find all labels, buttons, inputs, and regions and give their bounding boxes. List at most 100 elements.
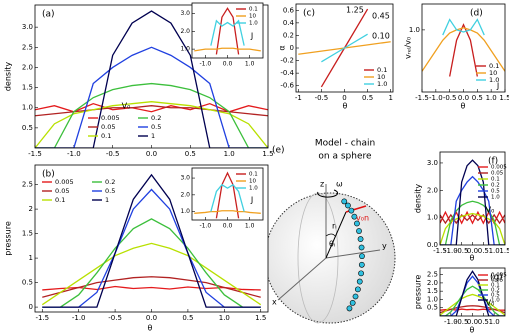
- y-tick-label: 1.0: [409, 26, 420, 34]
- legend-label: 10: [377, 73, 385, 81]
- x-axis: [277, 257, 327, 301]
- bead: [359, 253, 365, 260]
- x-tick-label: 1.0: [219, 314, 230, 322]
- x-tick-label: 1.0: [245, 61, 255, 68]
- y-axis-label: pressure: [4, 221, 13, 256]
- legend-title: V₀: [486, 206, 495, 215]
- legend-label: 0.1: [377, 66, 387, 74]
- series-group: [440, 159, 505, 245]
- y-tick-label: 3.0: [22, 23, 33, 31]
- bead: [349, 300, 356, 306]
- legend-title: V₀: [486, 299, 495, 308]
- x-tick-label: -1.5: [415, 94, 429, 102]
- plot-frame: [421, 3, 506, 93]
- legend-label: 10: [489, 69, 497, 77]
- x-axis-label: θ: [148, 324, 153, 333]
- legend-label: 0.5: [491, 293, 500, 299]
- data-line: [422, 27, 505, 72]
- x-tick-label: 0: [342, 94, 346, 102]
- data-line: [35, 46, 268, 148]
- x-tick-label: 1.0: [489, 318, 500, 326]
- y-tick-label: 1.0: [427, 214, 438, 222]
- legend-label: 1.0: [249, 186, 258, 192]
- x-tick-label: -0.5: [108, 314, 122, 322]
- plot-area: [422, 4, 505, 92]
- legend-label: 0.05: [491, 171, 504, 177]
- y-axis-label: vᵣₑₗ/v₀: [404, 37, 413, 59]
- bead: [358, 244, 365, 251]
- legend-label: 0.1: [101, 132, 111, 140]
- y-tick-label: 1.5: [22, 84, 33, 92]
- legend-label: 0.05: [101, 123, 115, 131]
- series-group: [440, 270, 505, 316]
- x-tick-label: 0.5: [182, 314, 193, 322]
- y-tick-label: -0.4: [280, 69, 294, 77]
- panel-label: (c): [303, 9, 315, 19]
- x-tick-label: 1.5: [255, 314, 266, 322]
- plot-frame: [191, 2, 264, 59]
- data-line: [42, 276, 261, 298]
- legend-label: 0.005: [55, 178, 74, 186]
- y-tick-label: 1.0: [427, 295, 438, 303]
- x-tick-label: -1.0: [444, 247, 458, 255]
- data-line: [215, 171, 240, 219]
- bead: [346, 305, 353, 312]
- axis-name: y: [382, 242, 387, 251]
- x-tick-label: 1.5: [499, 94, 509, 102]
- panel-label: (a): [42, 10, 55, 20]
- data-line: [440, 275, 505, 316]
- y-tick-label: 1: [29, 254, 33, 262]
- x-tick-label: -1.0: [67, 150, 81, 158]
- legend-label: 0.5: [105, 187, 115, 195]
- bead: [341, 198, 348, 205]
- data-line: [215, 7, 240, 55]
- data-line: [35, 101, 268, 148]
- x-tick-label: -1.0: [199, 61, 211, 68]
- legend-label: 0.1: [249, 172, 258, 178]
- legend-label: 0.005: [101, 114, 120, 122]
- y-tick-label: 2.5: [22, 181, 33, 189]
- axis-name: x: [272, 298, 277, 307]
- y-axis-label: density: [4, 62, 13, 92]
- data-line: [440, 293, 505, 316]
- data-line: [41, 242, 262, 306]
- y-axis-label: α: [278, 45, 287, 50]
- chart-panel: -1 -0.5 0 0.5 1 -0.6 -0.4 -0.2 0 0.2 0.4 0.6 (c) α θ 0.…: [278, 3, 394, 111]
- legend-label: 1.0: [491, 195, 500, 201]
- legend-label: 1: [151, 132, 155, 140]
- x-tick-label: -0.5: [455, 318, 469, 326]
- legend-label: 0.005: [491, 165, 507, 171]
- bead: [358, 261, 365, 268]
- data-line: [42, 218, 261, 308]
- y-tick-label: 0: [29, 303, 33, 311]
- y-tick-label: 3.0: [180, 175, 190, 182]
- y-tick-label: 0.5: [427, 304, 438, 312]
- legend-label: 0.1: [491, 177, 500, 183]
- y-tick-label: 2.0: [427, 279, 438, 287]
- x-tick-label: 0.0: [467, 247, 478, 255]
- omega-label: ω: [336, 180, 343, 189]
- x-tick-label: -0.5: [106, 150, 120, 158]
- data-line: [440, 159, 505, 245]
- legend-label: 0.2: [105, 178, 115, 186]
- x-tick-label: 0.5: [478, 247, 489, 255]
- series-group: [35, 10, 268, 148]
- y-tick-label: 0.0: [427, 241, 438, 249]
- annotation: 1.25: [346, 6, 364, 15]
- chain: [341, 198, 365, 312]
- y-tick-label: 1.0: [22, 104, 33, 112]
- y-tick-label: -0.2: [280, 57, 294, 65]
- legend-title: V₀: [122, 102, 131, 111]
- bead: [354, 286, 361, 293]
- y-tick-label: 2.0: [180, 28, 190, 35]
- sphere-diagram: (e) Model - chain on a sphere z y x ω rᵢ…: [264, 139, 396, 324]
- y-tick-label: 0.2: [283, 31, 294, 39]
- x-tick-label: -1.5: [433, 247, 447, 255]
- legend-title: J: [250, 196, 253, 205]
- x-tick-label: 0.0: [146, 150, 157, 158]
- x-tick-label: 1: [388, 94, 392, 102]
- data-line: [440, 285, 505, 316]
- legend-label: 0.5: [151, 123, 161, 131]
- y-tick-label: 2.5: [427, 271, 438, 279]
